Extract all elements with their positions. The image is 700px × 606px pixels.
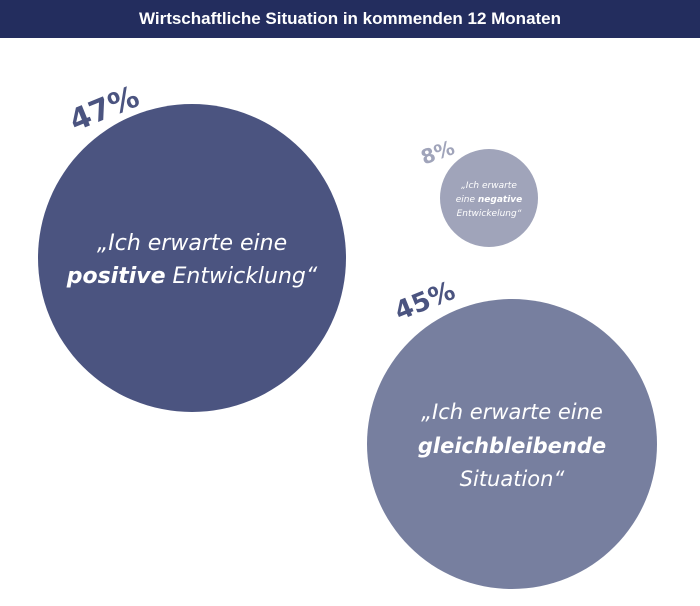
bubble-positive: 47% „Ich erwarte eine positive Entwicklu…: [38, 80, 346, 412]
bubble-negative: 8% „Ich erwarte eine negative Entwickelu…: [418, 135, 538, 247]
bubble-positive-circle: [38, 104, 346, 412]
bubble-positive-line2: positive Entwicklung“: [66, 264, 318, 289]
bubble-negative-line3: Entwickelung“: [457, 209, 522, 219]
bubble-chart: 47% „Ich erwarte eine positive Entwicklu…: [38, 80, 657, 589]
bubble-negative-percent: 8%: [418, 135, 458, 169]
bubble-gleichbleibende-line1: „Ich erwarte eine: [421, 400, 603, 424]
bubble-negative-circle: [440, 149, 538, 247]
bubble-gleichbleibende-circle: [367, 299, 657, 589]
bubble-gleichbleibende: 45% „Ich erwarte eine gleichbleibende Si…: [367, 276, 657, 589]
bubble-negative-line2: eine negative: [456, 195, 523, 205]
bubble-gleichbleibende-line3: Situation“: [460, 467, 565, 491]
bubble-gleichbleibende-line2: gleichbleibende: [418, 434, 606, 458]
bubble-positive-line1: „Ich erwarte eine: [97, 231, 287, 256]
bubble-negative-line1: „Ich erwarte: [461, 181, 517, 191]
chart-title: Wirtschaftliche Situation in kommenden 1…: [0, 0, 700, 38]
